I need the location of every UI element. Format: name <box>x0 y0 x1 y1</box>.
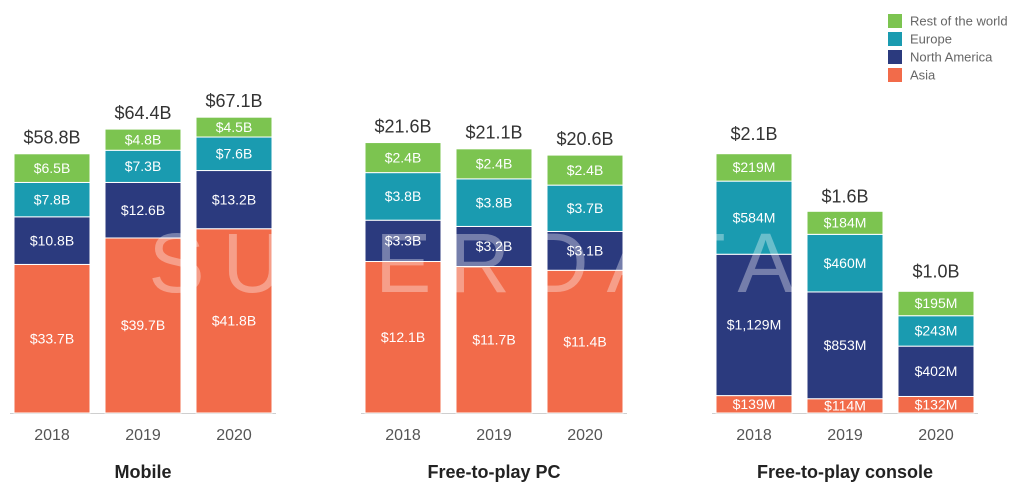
total-label: $21.6B <box>374 116 431 136</box>
value-label: $4.8B <box>125 131 162 147</box>
bar-segment <box>715 180 793 255</box>
bar-segment <box>104 181 182 239</box>
value-label: $243M <box>915 323 958 339</box>
value-label: $114M <box>824 398 866 414</box>
bar-segment <box>364 172 442 221</box>
value-label: $184M <box>824 215 867 231</box>
legend-swatch <box>888 50 902 64</box>
bar-segment <box>13 263 91 414</box>
bar-segment <box>806 210 884 235</box>
x-tick-label: 2020 <box>216 427 252 444</box>
value-label: $11.7B <box>472 331 515 347</box>
bar-segment <box>104 149 182 183</box>
bar-segment <box>806 233 884 293</box>
panel-title: Mobile <box>115 462 172 482</box>
value-label: $39.7B <box>121 317 165 333</box>
watermark: SUPERDATA <box>149 216 812 310</box>
value-label: $584M <box>733 209 776 225</box>
value-label: $3.3B <box>385 233 422 249</box>
x-tick-label: 2018 <box>34 427 70 444</box>
value-label: $402M <box>915 363 958 379</box>
bar-segment <box>455 225 533 268</box>
x-tick-label: 2020 <box>918 427 954 444</box>
bar-segment <box>104 237 182 414</box>
total-label: $1.0B <box>912 262 959 282</box>
bar-segment <box>364 261 442 414</box>
bar-segment <box>104 128 182 151</box>
legend-label: Europe <box>910 31 952 46</box>
value-label: $139M <box>733 396 776 412</box>
total-label: $64.4B <box>114 103 171 123</box>
value-label: $3.8B <box>385 188 422 204</box>
total-label: $58.8B <box>23 128 80 148</box>
legend-swatch <box>888 68 902 82</box>
bar-segment <box>455 148 533 180</box>
x-tick-label: 2019 <box>125 427 161 444</box>
value-label: $33.7B <box>30 330 74 346</box>
bar-segment <box>546 184 624 232</box>
value-label: $2.4B <box>385 149 422 165</box>
value-label: $853M <box>824 337 867 353</box>
value-label: $3.7B <box>567 200 604 216</box>
total-label: $2.1B <box>730 124 777 144</box>
total-label: $20.6B <box>556 129 613 149</box>
panel-title: Free-to-play PC <box>427 462 560 482</box>
total-label: $21.1B <box>465 123 522 143</box>
value-label: $460M <box>824 255 867 271</box>
value-label: $7.6B <box>216 145 253 161</box>
legend-swatch <box>888 14 902 28</box>
value-label: $10.8B <box>30 232 74 248</box>
value-label: $3.2B <box>476 238 513 254</box>
value-label: $11.4B <box>563 333 606 349</box>
value-label: $6.5B <box>34 160 71 176</box>
value-label: $132M <box>915 396 958 412</box>
bar-segment <box>13 216 91 265</box>
bar-segment <box>715 153 793 182</box>
value-label: $41.8B <box>212 313 256 329</box>
bar-segment <box>195 228 273 414</box>
bar-segment <box>715 253 793 397</box>
value-label: $2.4B <box>567 162 604 178</box>
x-tick-label: 2018 <box>385 427 421 444</box>
bar-segment <box>455 178 533 227</box>
legend-label: North America <box>910 49 993 64</box>
legend-label: Rest of the world <box>910 13 1008 28</box>
value-label: $219M <box>733 159 776 175</box>
bar-segment <box>195 116 273 138</box>
bar-segment <box>364 142 442 174</box>
value-label: $3.8B <box>476 194 513 210</box>
x-tick-label: 2019 <box>476 427 512 444</box>
bar-segment <box>546 154 624 186</box>
total-label: $67.1B <box>205 91 262 111</box>
x-tick-label: 2020 <box>567 427 603 444</box>
value-label: $4.5B <box>216 119 253 135</box>
value-label: $3.1B <box>567 243 604 259</box>
bar-segment <box>806 291 884 400</box>
value-label: $7.8B <box>34 191 71 207</box>
panel-title: Free-to-play console <box>757 462 933 482</box>
x-tick-label: 2019 <box>827 427 863 444</box>
bar-segment <box>364 219 442 263</box>
legend-swatch <box>888 32 902 46</box>
value-label: $1,129M <box>727 317 781 333</box>
value-label: $13.2B <box>212 191 256 207</box>
bar-segment <box>455 266 533 414</box>
value-label: $12.6B <box>121 202 165 218</box>
bar-segment <box>195 170 273 230</box>
x-tick-label: 2018 <box>736 427 772 444</box>
value-label: $2.4B <box>476 156 513 172</box>
bar-segment <box>897 345 975 397</box>
value-label: $195M <box>915 295 958 311</box>
total-label: $1.6B <box>821 186 868 206</box>
bar-segment <box>897 290 975 317</box>
bar-segment <box>546 230 624 271</box>
bar-segment <box>13 153 91 183</box>
value-label: $12.1B <box>381 329 425 345</box>
legend-label: Asia <box>910 67 936 82</box>
bar-segment <box>195 136 273 172</box>
value-label: $7.3B <box>125 158 162 174</box>
